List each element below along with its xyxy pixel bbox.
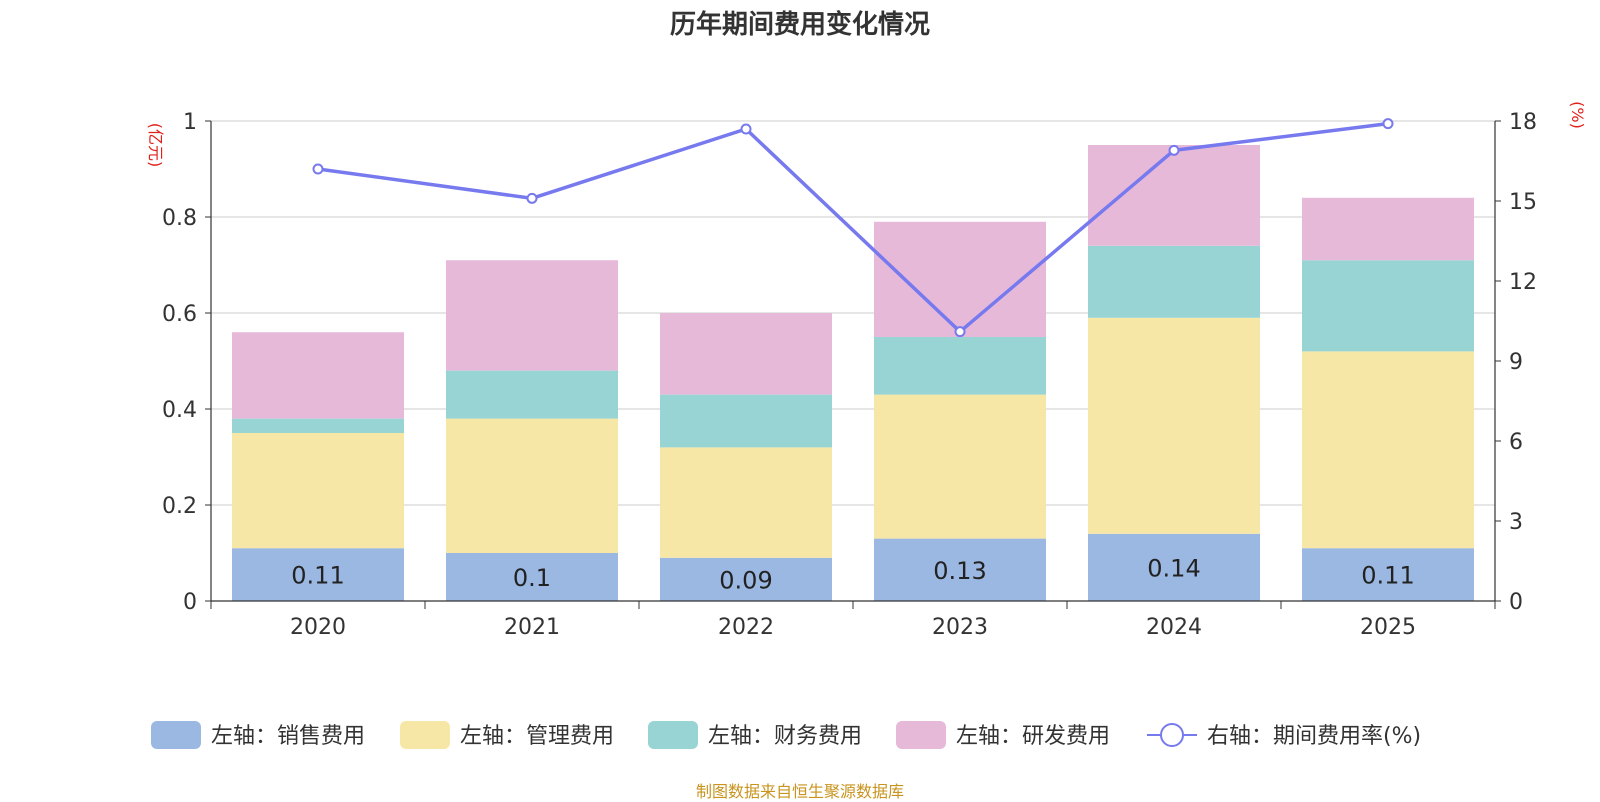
- bar-segment: [660, 447, 832, 558]
- left-axis-tick-label: 1: [183, 110, 197, 135]
- rate-point: [954, 326, 966, 338]
- legend-marker: [1160, 723, 1184, 747]
- bar-segment: [1302, 197, 1474, 261]
- x-axis-tick-label: 2023: [932, 615, 988, 640]
- left-axis-unit: (亿元): [146, 123, 165, 168]
- chart-title: 历年期间费用变化情况: [669, 10, 930, 40]
- bar-segment: [446, 418, 618, 553]
- left-axis-tick-label: 0.6: [162, 302, 197, 327]
- line-layer: [312, 118, 1394, 338]
- source-note: 制图数据来自恒生聚源数据库: [695, 782, 904, 801]
- right-axis-tick-label: 0: [1509, 590, 1523, 615]
- right-axis-tick-label: 15: [1509, 190, 1537, 215]
- legend-swatch: [400, 721, 450, 749]
- legend-label: 左轴：研发费用: [956, 724, 1110, 749]
- legend-label: 左轴：管理费用: [460, 724, 614, 749]
- bar-segment: [1088, 533, 1260, 601]
- legend-swatch: [648, 721, 698, 749]
- bar-segment: [446, 260, 618, 371]
- axis-layer: 0 0.2 0.4 0.6 0.8 1 0 3 6 9 12 15 18 (亿元) (%) 2020 2021 2…: [146, 101, 1587, 640]
- bar-segment: [660, 313, 832, 395]
- legend-swatch: [896, 721, 946, 749]
- bar-segment: [1302, 260, 1474, 352]
- legend-label: 左轴：销售费用: [211, 724, 365, 749]
- bar-data-label: 0.09: [719, 566, 772, 594]
- left-axis-tick-label: 0.4: [162, 398, 197, 423]
- rate-point: [526, 192, 538, 204]
- bar-segment: [232, 418, 404, 433]
- bar-segment: [232, 433, 404, 549]
- bar-segment: [874, 538, 1046, 601]
- right-axis-tick-label: 6: [1509, 430, 1523, 455]
- bar-segment: [446, 553, 618, 601]
- bar-segment: [1088, 317, 1260, 534]
- bar-data-label: 0.13: [933, 557, 986, 585]
- bar-segment: [660, 557, 832, 601]
- bar-segment: [1302, 351, 1474, 549]
- label-layer: 0.11 0.1 0.09 0.13 0.14 0.11: [291, 554, 1414, 594]
- bar-segment: [874, 394, 1046, 539]
- bar-segment: [1088, 145, 1260, 246]
- rate-point: [1168, 144, 1180, 156]
- left-axis-tick-label: 0: [183, 590, 197, 615]
- right-axis-tick-label: 3: [1509, 510, 1523, 535]
- left-axis-tick-label: 0.2: [162, 494, 197, 519]
- bar-segment: [1302, 548, 1474, 601]
- right-axis-unit: (%): [1568, 101, 1587, 129]
- rate-point: [312, 163, 324, 175]
- right-axis-tick-label: 18: [1509, 110, 1537, 135]
- bar-data-label: 0.14: [1147, 554, 1200, 582]
- rate-point: [740, 123, 752, 135]
- bar-data-label: 0.1: [513, 564, 551, 592]
- x-axis-tick-label: 2025: [1360, 615, 1416, 640]
- left-axis-tick-label: 0.8: [162, 206, 197, 231]
- legend: 左轴：销售费用 左轴：管理费用 左轴：财务费用 左轴：研发费用 右轴：期间费用率(%): [151, 721, 1421, 749]
- legend-label: 左轴：财务费用: [708, 724, 862, 749]
- bar-layer: [232, 145, 1474, 601]
- bar-data-label: 0.11: [1361, 562, 1414, 590]
- x-axis-tick-label: 2024: [1146, 615, 1202, 640]
- x-axis-tick-label: 2021: [504, 615, 560, 640]
- x-axis-tick-label: 2020: [290, 615, 346, 640]
- right-axis-tick-label: 9: [1509, 350, 1523, 375]
- legend-swatch: [151, 721, 201, 749]
- rate-line: [317, 121, 1389, 335]
- bar-segment: [446, 370, 618, 419]
- bar-segment: [660, 394, 832, 448]
- bar-segment: [232, 548, 404, 601]
- bar-segment: [874, 337, 1046, 395]
- x-axis-tick-label: 2022: [718, 615, 774, 640]
- bar-segment: [1088, 245, 1260, 318]
- right-axis-tick-label: 12: [1509, 270, 1537, 295]
- rate-point: [1382, 118, 1394, 130]
- legend-label: 右轴：期间费用率(%): [1207, 724, 1421, 749]
- bar-data-label: 0.11: [291, 562, 344, 590]
- bar-segment: [232, 332, 404, 419]
